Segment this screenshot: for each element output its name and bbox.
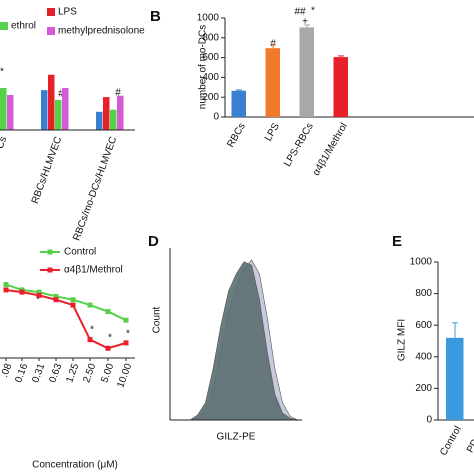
panel-letter: B <box>150 8 161 25</box>
y-tick-label: 1000 <box>410 257 433 268</box>
legend-marker <box>47 267 53 273</box>
x-tick-label: 0.31 <box>30 362 47 384</box>
y-tick-label: 1000 <box>197 13 220 24</box>
legend-swatch <box>47 8 55 16</box>
point <box>3 282 9 288</box>
point <box>36 292 42 298</box>
legend-label: LPS <box>58 7 77 18</box>
x-axis-label: GILZ-PE <box>217 432 256 443</box>
annotation: # <box>115 88 121 99</box>
x-tick-label: LPS-RBCs <box>282 121 316 168</box>
x-tick-label: 0.16 <box>13 362 30 384</box>
annotation: # <box>270 39 276 50</box>
x-tick-label: LPS <box>263 121 282 143</box>
annotation: ## <box>294 7 306 18</box>
panel-letter: D <box>148 233 159 250</box>
y-tick-label: 0 <box>426 415 432 426</box>
y-tick-label: 200 <box>415 383 432 394</box>
y-axis-label: Count <box>152 306 163 333</box>
x-tick-label: 1.25 <box>64 362 81 384</box>
histogram-area <box>189 261 299 421</box>
x-tick-label: RBCs/HLMVEC <box>30 135 64 205</box>
bar <box>231 90 246 117</box>
legend-label: Control <box>64 247 96 258</box>
annotation: * <box>311 6 315 17</box>
point <box>19 289 25 295</box>
legend-label: α4β1/Methrol <box>64 265 123 276</box>
panel-letter: E <box>392 233 402 250</box>
x-tick-label: Control <box>438 424 464 457</box>
annotation: + <box>302 17 308 28</box>
point <box>53 293 59 299</box>
point <box>105 345 111 351</box>
y-tick-label: 200 <box>202 92 219 103</box>
x-tick-label: 2.50 <box>81 362 98 384</box>
point <box>87 302 93 308</box>
x-tick-label: 0.63 <box>47 362 64 384</box>
annotation: * <box>126 329 130 340</box>
point <box>105 309 111 315</box>
bar <box>265 48 280 117</box>
x-tick-label: RBCs <box>225 121 248 149</box>
legend-label: methylprednisolone <box>58 26 145 37</box>
legend-label: ethrol <box>11 21 36 32</box>
bar <box>62 88 69 130</box>
y-tick-label: 600 <box>415 320 432 331</box>
y-tick-label: 400 <box>415 351 432 362</box>
x-tick-label: Cs <box>0 135 9 150</box>
point <box>123 317 129 323</box>
annotation: * <box>0 67 4 78</box>
x-tick-label: .08 <box>0 362 14 379</box>
series-line <box>5 283 127 322</box>
bar <box>0 88 7 130</box>
y-tick-label: 400 <box>202 72 219 83</box>
point <box>123 340 129 346</box>
annotation: * <box>36 295 40 306</box>
legend-swatch <box>47 27 55 35</box>
point <box>3 287 9 293</box>
bar <box>110 109 117 130</box>
bar <box>299 27 314 118</box>
x-tick-label: PDC c <box>465 424 474 455</box>
x-axis-label: Concentration (μM) <box>32 460 118 471</box>
point <box>87 337 93 343</box>
x-tick-label: RBCs/mo-DCs/HLMVEC <box>71 135 119 242</box>
y-tick-label: 0 <box>213 112 219 123</box>
y-tick-label: 600 <box>202 52 219 63</box>
x-tick-label: 10.00 <box>115 362 134 390</box>
x-tick-label: 5.00 <box>99 362 116 384</box>
bar <box>117 95 124 130</box>
point <box>70 302 76 308</box>
bar <box>55 99 62 130</box>
y-axis-label: GILZ MFI <box>397 319 408 361</box>
y-tick-label: 800 <box>202 32 219 43</box>
bar <box>96 111 103 130</box>
annotation: * <box>108 333 112 344</box>
point <box>53 297 59 303</box>
series-line <box>5 288 127 350</box>
bar <box>446 337 464 420</box>
bar <box>103 97 110 130</box>
bar <box>333 57 348 117</box>
annotation: # <box>58 89 64 100</box>
legend-swatch <box>0 22 8 30</box>
legend-marker <box>47 249 53 255</box>
y-axis-label: number of mo-DCs <box>198 25 209 109</box>
point <box>70 297 76 303</box>
bar <box>41 90 48 130</box>
bar <box>7 95 14 130</box>
point <box>36 289 42 295</box>
annotation: * <box>90 325 94 336</box>
x-tick-label: α4β1/Methrol <box>311 121 350 177</box>
bar <box>48 74 55 130</box>
y-tick-label: 800 <box>415 288 432 299</box>
